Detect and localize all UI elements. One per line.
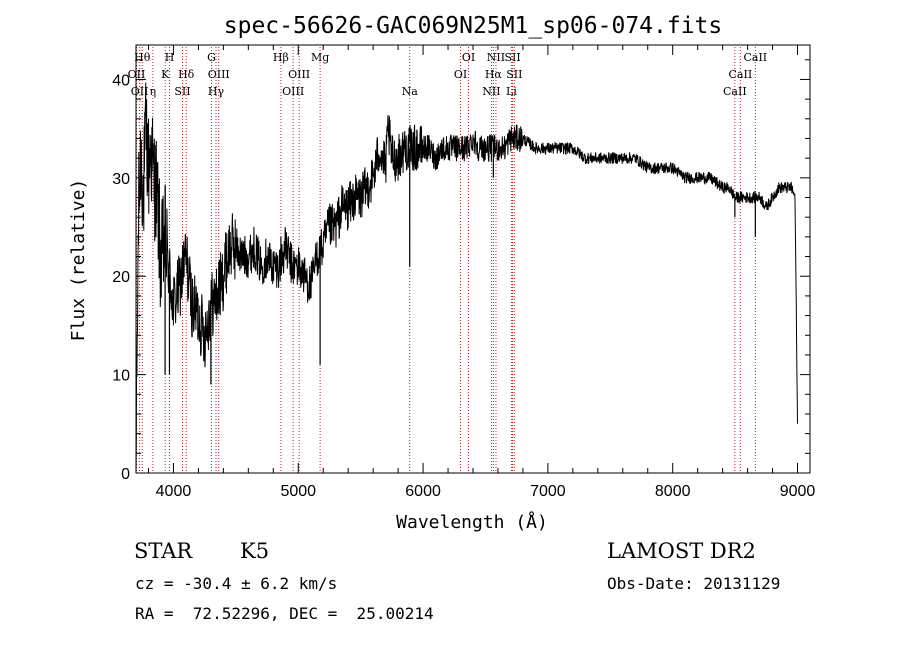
line-marker-label: NII [487,51,505,64]
x-tick-label: 4000 [156,483,192,500]
line-marker-label: CaII [729,68,753,81]
line-marker-label: OI [454,68,467,81]
line-marker-label: η [150,85,157,98]
line-marker-label: CaII [743,51,767,64]
spectrum-line [135,82,798,474]
line-marker-label: CaII [723,85,747,98]
line-marker-label: Hγ [208,85,225,98]
observation-date: Obs-Date: 20131129 [607,574,781,593]
y-tick-label: 20 [112,269,130,286]
object-class: STAR [134,539,193,563]
coordinates: RA = 72.52296, DEC = 25.00214 [135,604,434,623]
line-marker-label: H [165,51,175,64]
absorption-features [164,148,756,385]
line-marker-label: SII [174,85,190,98]
line-marker-label: Mg [311,51,329,64]
x-tick-label: 5000 [280,483,316,500]
redshift-velocity: cz = -30.4 ± 6.2 km/s [135,574,338,593]
line-marker-label: OIII [288,68,310,81]
line-marker-label: NII [482,85,500,98]
line-marker-label: OIII [208,68,230,81]
line-marker-label: SII [506,68,522,81]
y-axis-label: Flux (relative) [68,179,89,342]
x-tick-label: 6000 [405,483,441,500]
line-marker-label: SII [504,51,520,64]
y-tick-label: 10 [112,368,130,385]
axis-ticks [136,45,810,474]
y-tick-label: 0 [121,466,130,483]
line-marker-labels: OIIOIIHθηKHHδSIIGHγOIIIHβOIIIOIIIMgNaOIO… [128,51,768,98]
line-marker-label: OII [131,85,149,98]
line-marker-label: Hθ [134,51,151,64]
y-tick-label: 40 [112,72,130,89]
line-marker-label: Hα [485,68,503,81]
x-tick-label: 9000 [780,483,816,500]
line-marker-label: G [207,51,216,64]
x-tick-label: 7000 [530,483,566,500]
line-marker-label: Li [506,85,517,98]
axis-tick-labels: 4000 5000 6000 7000 8000 9000 0 10 20 30 40 [112,72,815,500]
y-tick-label: 30 [112,171,130,188]
object-subclass: K5 [240,539,270,563]
line-marker-label: Hβ [273,51,289,64]
line-marker-label: OI [462,51,475,64]
line-marker-label: K [161,68,170,81]
chart-title: spec-56626-GAC069N25M1_sp06-074.fits [224,13,723,39]
line-marker-label: Na [402,85,419,98]
x-tick-label: 8000 [655,483,691,500]
survey-name: LAMOST DR2 [607,539,756,563]
line-marker-label: Hδ [178,68,195,81]
x-axis-label: Wavelength (Å) [396,511,548,533]
line-marker-label: OIII [282,85,304,98]
